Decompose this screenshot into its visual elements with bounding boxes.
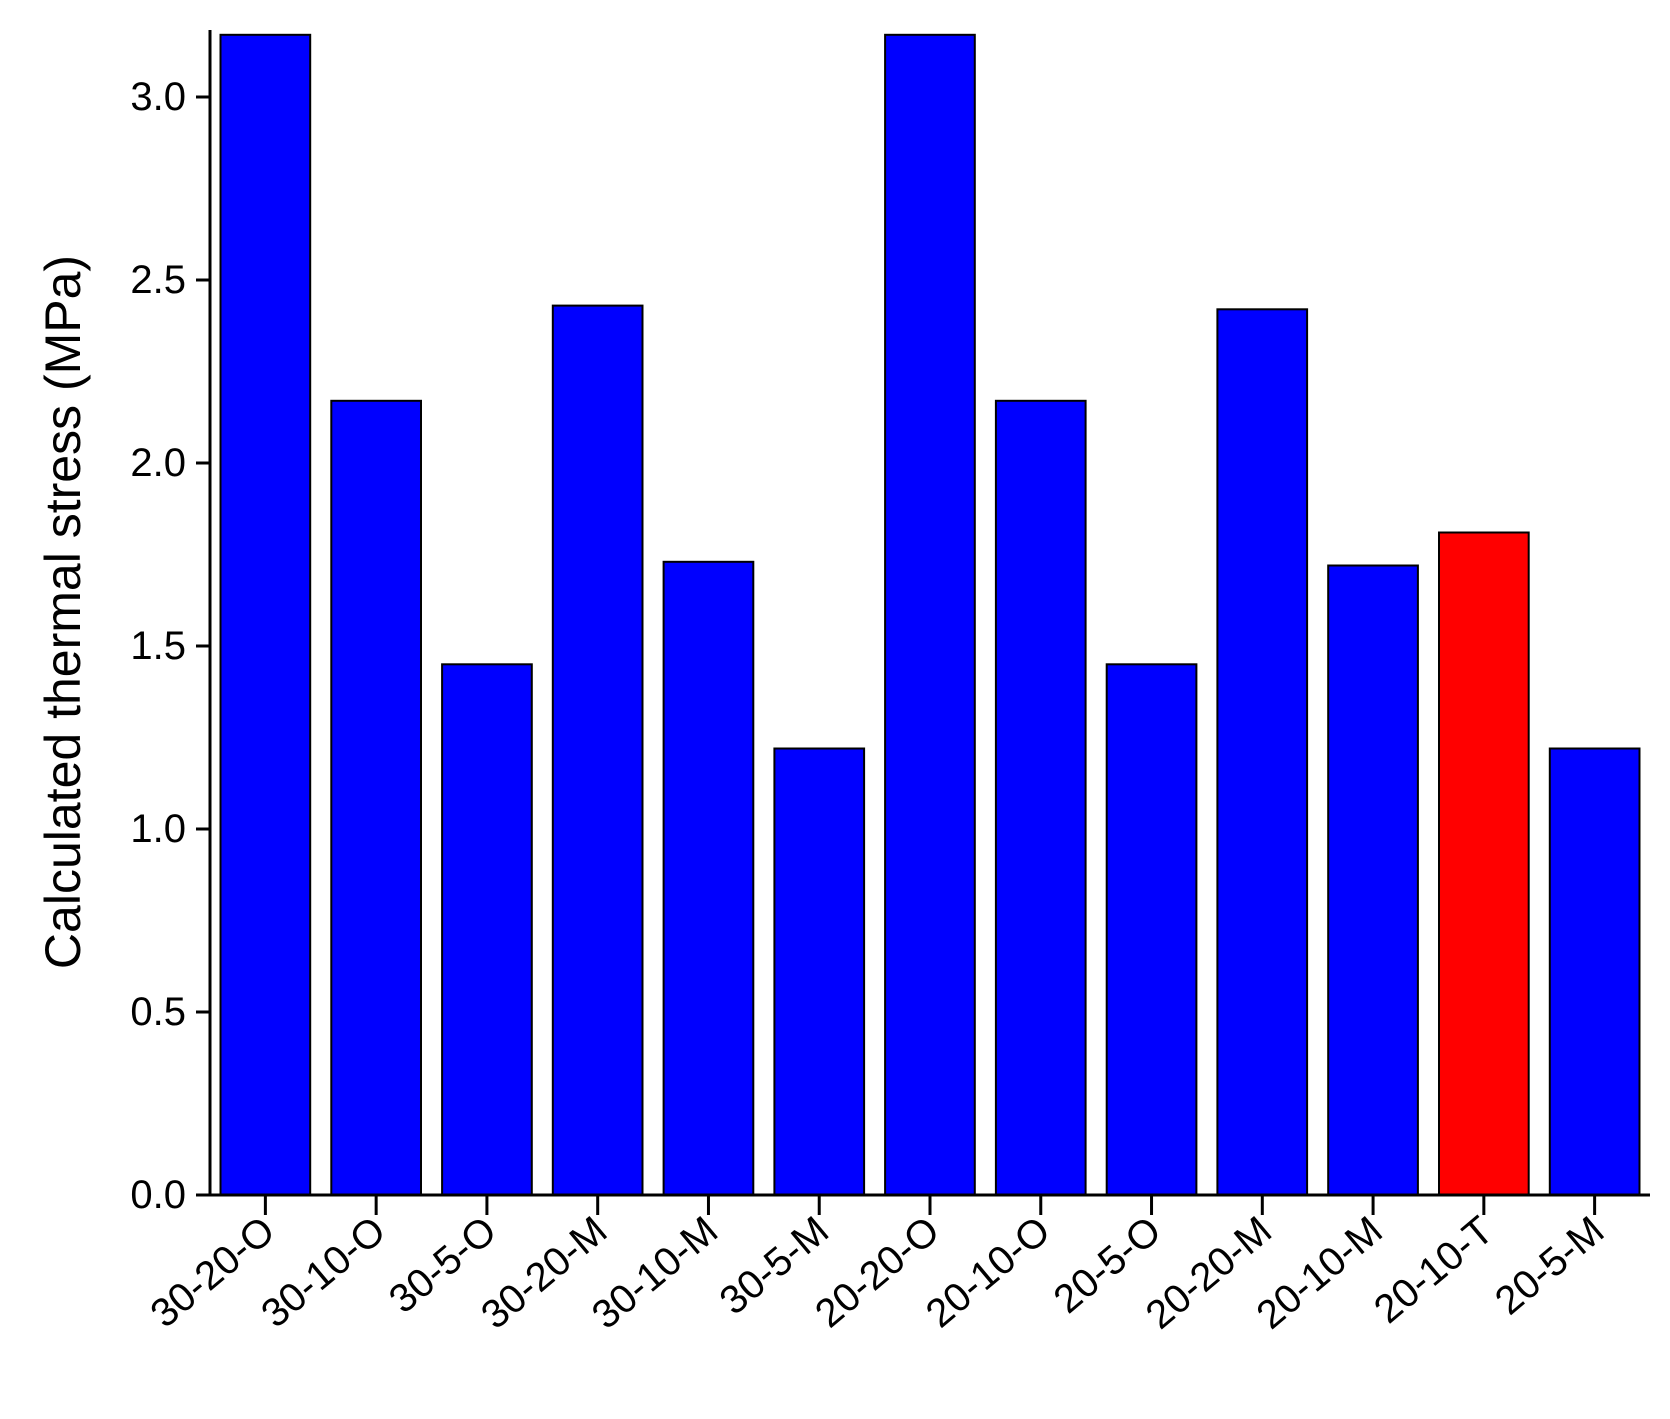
y-tick-label: 3.0 <box>130 75 186 119</box>
bar-20-5-M <box>1548 747 1641 1196</box>
y-tick-label: 0.5 <box>130 990 186 1034</box>
bars-group <box>219 33 1641 1197</box>
x-tick-label: 20-10-M <box>1248 1208 1390 1337</box>
bar-20-5-O <box>1105 663 1198 1196</box>
x-ticks-group: 30-20-O30-10-O30-5-O30-20-M30-10-M30-5-M… <box>142 1195 1612 1338</box>
bar-20-10-M <box>1327 564 1419 1196</box>
y-tick-label: 0.0 <box>130 1173 186 1217</box>
bar-30-5-M <box>773 747 866 1196</box>
y-ticks-group: 0.0 0.5 1.0 1.5 2.0 2.5 3.0 <box>130 75 210 1217</box>
y-tick-label: 1.0 <box>130 807 186 851</box>
y-tick-label: 2.0 <box>130 441 186 485</box>
bar-20-10-O <box>994 399 1087 1196</box>
bar-30-5-O <box>441 663 533 1196</box>
y-tick-label: 1.5 <box>130 624 186 668</box>
bar-30-10-O <box>330 399 422 1196</box>
x-tick-label: 30-10-O <box>253 1208 394 1336</box>
bar-30-20-M <box>551 304 644 1197</box>
bar-20-10-T <box>1438 531 1530 1196</box>
bar-20-20-O <box>884 33 976 1196</box>
x-tick-label: 20-20-O <box>807 1208 948 1336</box>
x-tick-label: 30-20-O <box>142 1208 283 1336</box>
bar-20-20-M <box>1216 308 1309 1196</box>
x-tick-label: 20-5-M <box>1487 1208 1612 1323</box>
bar-30-10-M <box>662 560 755 1196</box>
y-axis-label: Calculated thermal stress (MPa) <box>35 255 91 969</box>
x-tick-label: 20-20-M <box>1138 1208 1280 1337</box>
x-tick-label: 20-10-T <box>1366 1208 1502 1332</box>
bar-30-20-O <box>219 33 312 1196</box>
x-tick-label: 30-10-M <box>584 1208 726 1337</box>
x-tick-label: 20-10-O <box>918 1208 1059 1336</box>
y-tick-label: 2.5 <box>130 258 186 302</box>
x-tick-label: 30-20-M <box>473 1208 615 1337</box>
